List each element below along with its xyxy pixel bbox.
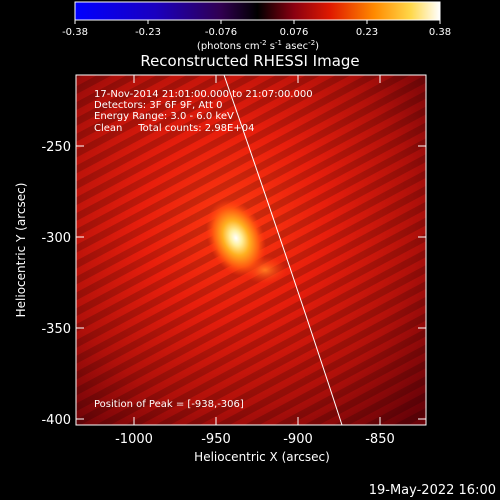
y-tick-label: -400 bbox=[41, 413, 71, 428]
colorbar: -0.38 -0.23 -0.076 0.076 0.23 0.38 (phot… bbox=[62, 1, 451, 52]
colorbar-tick: 0.076 bbox=[280, 27, 309, 38]
x-tick-label: -950 bbox=[201, 432, 231, 447]
colorbar-tick: -0.23 bbox=[135, 27, 161, 38]
colorbar-tick: -0.38 bbox=[62, 27, 88, 38]
x-tick-label: -1000 bbox=[115, 432, 153, 447]
solar-limb bbox=[223, 75, 343, 425]
colorbar-units: (photons cm-2 s-1 asec-2) bbox=[197, 39, 319, 52]
y-tick-label: -250 bbox=[41, 140, 71, 155]
plot-title: Reconstructed RHESSI Image bbox=[140, 52, 360, 70]
y-tick-label: -300 bbox=[41, 231, 71, 246]
info-detectors: Detectors: 3F 6F 9F, Att 0 bbox=[94, 100, 222, 111]
colorbar-tick: 0.23 bbox=[356, 27, 378, 38]
info-energy-range: Energy Range: 3.0 - 6.0 keV bbox=[94, 111, 234, 122]
info-peak-position: Position of Peak = [-938,-306] bbox=[94, 399, 244, 410]
colorbar-gradient bbox=[74, 1, 441, 21]
y-tick-label: -350 bbox=[41, 322, 71, 337]
footer-date: 19-May-2022 16:00 bbox=[369, 483, 496, 498]
plot-frame bbox=[75, 74, 427, 426]
flare-source bbox=[206, 199, 266, 277]
info-time-range: 17-Nov-2014 21:01:00.000 to 21:07:00.000 bbox=[94, 89, 313, 100]
x-tick-label: -900 bbox=[283, 432, 313, 447]
y-axis-label: Heliocentric Y (arcsec) bbox=[14, 183, 28, 318]
info-clean-counts: Clean Total counts: 2.98E+04 bbox=[94, 123, 254, 134]
colorbar-tick: 0.38 bbox=[429, 27, 451, 38]
x-tick-label: -850 bbox=[365, 432, 395, 447]
colorbar-tick: -0.076 bbox=[205, 27, 237, 38]
x-axis-label: Heliocentric X (arcsec) bbox=[194, 450, 330, 464]
